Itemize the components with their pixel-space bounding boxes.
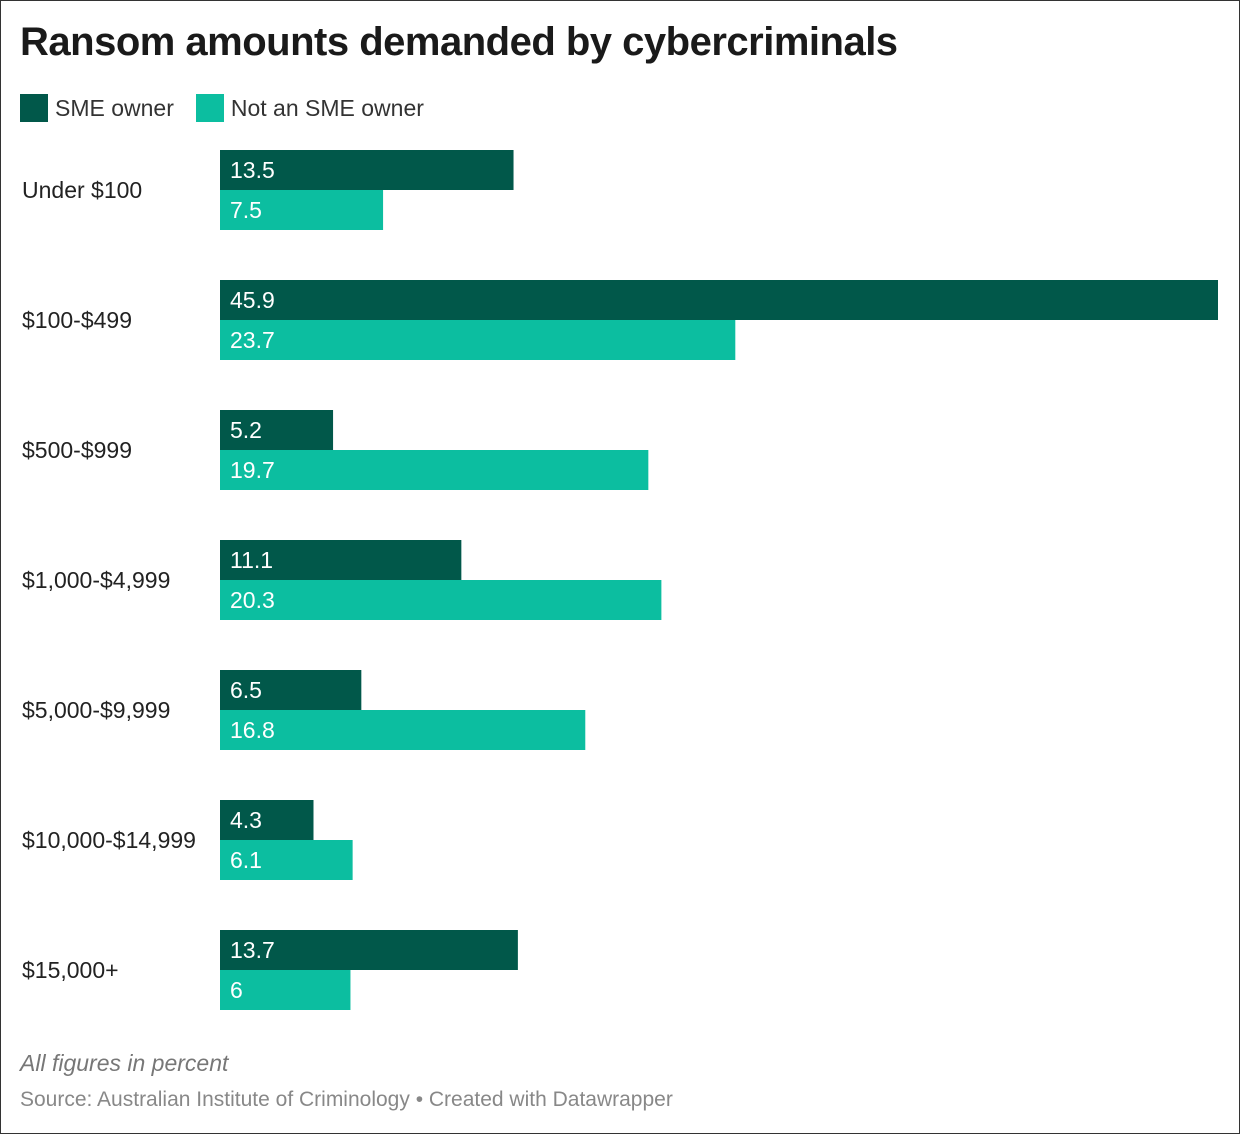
category-label: $100-$499 [22, 307, 132, 333]
data-label: 6.1 [230, 847, 262, 873]
legend-swatch [20, 94, 48, 122]
data-label: 19.7 [230, 457, 275, 483]
legend-item-sme-owner: SME owner [20, 94, 174, 122]
data-label: 16.8 [230, 717, 275, 743]
legend-label: SME owner [55, 94, 174, 121]
data-label: 45.9 [230, 287, 275, 313]
data-label: 4.3 [230, 807, 262, 833]
bar-not-sme-owner [220, 710, 586, 750]
bar-sme-owner [220, 800, 314, 840]
category-label: $15,000+ [22, 957, 119, 983]
category-label: $5,000-$9,999 [22, 697, 170, 723]
data-label: 23.7 [230, 327, 275, 353]
data-label: 6 [230, 977, 243, 1003]
legend-label: Not an SME owner [230, 94, 424, 121]
legend-item-not-sme-owner: Not an SME owner [195, 94, 424, 122]
bar-not-sme-owner [220, 580, 662, 620]
legend-swatch [195, 94, 224, 122]
data-label: 11.1 [230, 547, 273, 573]
bar-sme-owner [220, 930, 518, 970]
category-label: $500-$999 [22, 437, 132, 463]
data-label: 6.5 [230, 677, 262, 703]
bar-sme-owner [220, 540, 462, 580]
bar-sme-owner [220, 410, 334, 450]
bar-not-sme-owner [220, 320, 736, 360]
category-label: $1,000-$4,999 [22, 567, 170, 593]
bar-not-sme-owner [220, 970, 351, 1010]
data-label: 20.3 [230, 587, 275, 613]
chart-source: Source: Australian Institute of Criminol… [20, 1088, 673, 1111]
chart-title: Ransom amounts demanded by cybercriminal… [20, 20, 898, 64]
data-label: 13.7 [230, 937, 275, 963]
chart-note: All figures in percent [20, 1050, 229, 1076]
bar-sme-owner [220, 280, 1218, 320]
bar-not-sme-owner [220, 450, 649, 490]
data-label: 7.5 [230, 197, 262, 223]
data-label: 5.2 [230, 417, 262, 443]
data-label: 13.5 [230, 157, 275, 183]
bar-not-sme-owner [220, 840, 353, 880]
category-label: Under $100 [22, 177, 142, 203]
bar-not-sme-owner [220, 190, 384, 230]
legend: SME owner Not an SME owner [20, 94, 424, 122]
bar-sme-owner [220, 670, 362, 710]
bar-sme-owner [220, 150, 514, 190]
category-label: $10,000-$14,999 [22, 827, 196, 853]
